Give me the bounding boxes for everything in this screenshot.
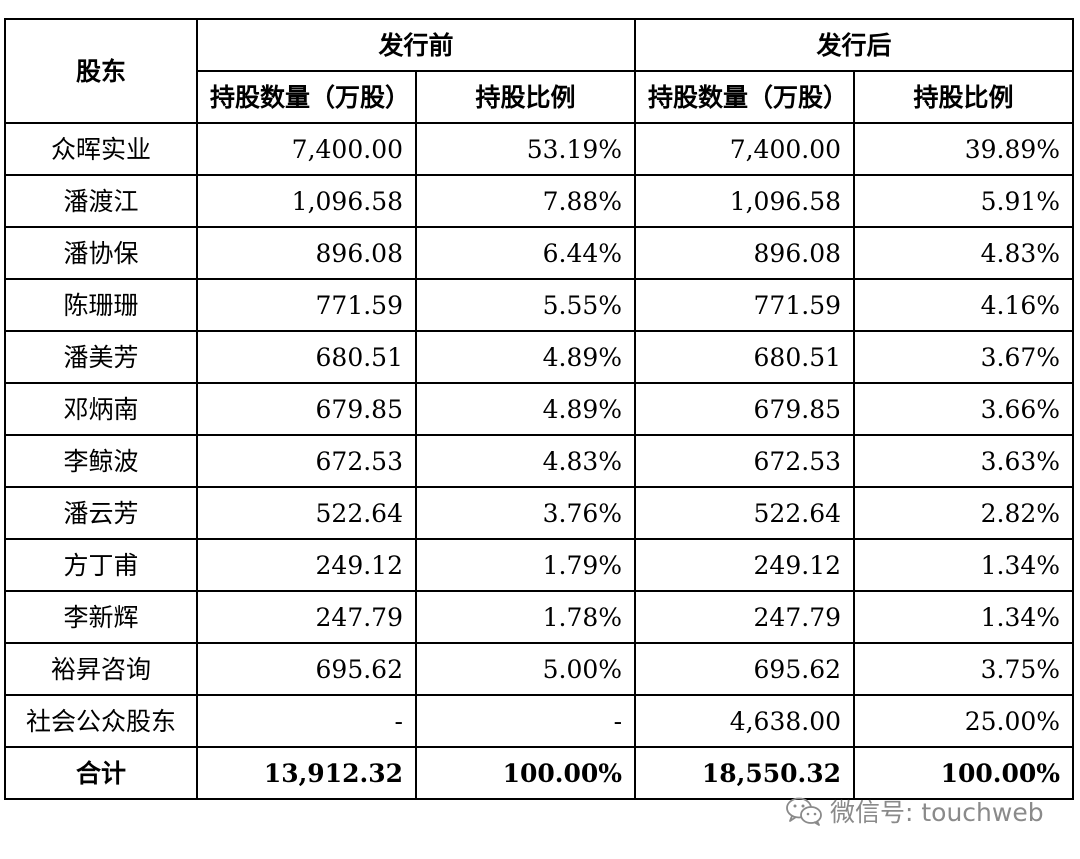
cell-shareholder: 李新辉: [4, 590, 198, 644]
cell-before-shares: 771.59: [196, 278, 417, 332]
cell-shareholder: 潘云芳: [4, 486, 198, 540]
header-row-columns: 持股数量（万股） 持股比例 持股数量（万股） 持股比例: [5, 70, 1075, 124]
cell-before-shares: 680.51: [196, 330, 417, 384]
table-row: 陈珊珊 771.59 5.55% 771.59 4.16%: [4, 278, 1075, 332]
cell-before-ratio: 1.79%: [414, 538, 637, 592]
cell-after-shares: 247.79: [634, 590, 856, 644]
cell-after-ratio: 39.89%: [853, 122, 1075, 176]
header-row-groups: 股东 发行前 发行后: [4, 18, 1075, 124]
cell-total-after-shares: 18,550.32: [634, 746, 856, 800]
cell-before-ratio: 4.83%: [414, 434, 637, 488]
cell-shareholder: 裕昇咨询: [4, 642, 198, 696]
cell-after-ratio: 3.66%: [853, 382, 1075, 436]
table-row: 裕昇咨询 695.62 5.00% 695.62 3.75%: [4, 642, 1075, 696]
table-row: 潘云芳 522.64 3.76% 522.64 2.82%: [4, 486, 1075, 540]
cell-total-before-shares: 13,912.32: [196, 746, 417, 800]
cell-shareholder: 方丁甫: [4, 538, 198, 592]
header-before-shares: 持股数量（万股）: [196, 70, 417, 124]
cell-before-shares: 695.62: [196, 642, 417, 696]
cell-before-shares: 7,400.00: [196, 122, 417, 176]
cell-before-ratio: 7.88%: [414, 174, 637, 228]
cell-after-shares: 7,400.00: [634, 122, 856, 176]
cell-after-ratio: 4.16%: [853, 278, 1075, 332]
table-row: 潘美芳 680.51 4.89% 680.51 3.67%: [4, 330, 1075, 384]
cell-before-ratio: 4.89%: [414, 330, 637, 384]
cell-after-shares: 896.08: [634, 226, 856, 280]
cell-shareholder: 邓炳南: [4, 382, 198, 436]
cell-before-shares: 247.79: [196, 590, 417, 644]
cell-shareholder: 潘渡江: [4, 174, 198, 228]
header-after-shares: 持股数量（万股）: [634, 70, 856, 124]
cell-before-shares: 249.12: [196, 538, 417, 592]
cell-total-label: 合计: [4, 746, 198, 800]
cell-before-ratio: 1.78%: [414, 590, 637, 644]
cell-after-shares: 695.62: [634, 642, 856, 696]
cell-after-shares: 249.12: [634, 538, 856, 592]
total-row: 合计 13,912.32 100.00% 18,550.32 100.00%: [4, 746, 1075, 800]
cell-after-ratio: 1.34%: [853, 538, 1075, 592]
header-before-issuance: 发行前: [195, 18, 637, 72]
cell-shareholder: 潘美芳: [4, 330, 198, 384]
cell-after-shares: 4,638.00: [634, 694, 856, 748]
cell-after-shares: 1,096.58: [634, 174, 856, 228]
table-row: 李新辉 247.79 1.78% 247.79 1.34%: [4, 590, 1075, 644]
header-after-issuance: 发行后: [634, 18, 1075, 72]
wechat-icon: [784, 796, 824, 826]
cell-before-shares: 679.85: [196, 382, 417, 436]
cell-before-ratio: 53.19%: [414, 122, 637, 176]
table-row: 李鲸波 672.53 4.83% 672.53 3.63%: [4, 434, 1075, 488]
cell-after-shares: 672.53: [634, 434, 856, 488]
cell-before-ratio: 6.44%: [414, 226, 637, 280]
cell-after-ratio: 1.34%: [853, 590, 1075, 644]
cell-before-shares: 672.53: [196, 434, 417, 488]
cell-shareholder: 潘协保: [4, 226, 198, 280]
table-row: 潘协保 896.08 6.44% 896.08 4.83%: [4, 226, 1075, 280]
cell-after-shares: 771.59: [634, 278, 856, 332]
cell-after-ratio: 4.83%: [853, 226, 1075, 280]
cell-before-ratio: 5.00%: [414, 642, 637, 696]
header-after-ratio: 持股比例: [853, 70, 1075, 124]
cell-shareholder: 李鲸波: [4, 434, 198, 488]
header-shareholder: 股东: [4, 18, 198, 124]
cell-shareholder: 众晖实业: [4, 122, 198, 176]
cell-after-shares: 522.64: [634, 486, 856, 540]
cell-before-ratio: 5.55%: [414, 278, 637, 332]
cell-before-ratio: -: [414, 694, 637, 748]
cell-after-shares: 679.85: [634, 382, 856, 436]
watermark-text: 微信号: touchweb: [830, 798, 1044, 827]
cell-after-ratio: 3.67%: [853, 330, 1075, 384]
cell-total-after-ratio: 100.00%: [853, 746, 1075, 800]
table-row: 方丁甫 249.12 1.79% 249.12 1.34%: [4, 538, 1075, 592]
cell-before-shares: 896.08: [196, 226, 417, 280]
cell-before-shares: -: [196, 694, 417, 748]
cell-after-ratio: 3.63%: [853, 434, 1075, 488]
cell-after-ratio: 5.91%: [853, 174, 1075, 228]
cell-before-shares: 522.64: [196, 486, 417, 540]
table-row: 众晖实业 7,400.00 53.19% 7,400.00 39.89%: [4, 122, 1075, 176]
cell-total-before-ratio: 100.00%: [414, 746, 637, 800]
shareholding-table: 股东 发行前 发行后 持股数量（万股） 持股比例 持股数量（万股） 持股比例 众…: [4, 18, 1075, 800]
table-row: 邓炳南 679.85 4.89% 679.85 3.66%: [4, 382, 1075, 436]
cell-after-shares: 680.51: [634, 330, 856, 384]
watermark: 微信号: touchweb: [784, 794, 1044, 828]
cell-after-ratio: 3.75%: [853, 642, 1075, 696]
table-row: 社会公众股东 - - 4,638.00 25.00%: [4, 694, 1075, 748]
cell-before-shares: 1,096.58: [196, 174, 417, 228]
cell-shareholder: 陈珊珊: [4, 278, 198, 332]
cell-before-ratio: 4.89%: [414, 382, 637, 436]
table-row: 潘渡江 1,096.58 7.88% 1,096.58 5.91%: [4, 174, 1075, 228]
cell-before-ratio: 3.76%: [414, 486, 637, 540]
header-before-ratio: 持股比例: [414, 70, 637, 124]
cell-after-ratio: 25.00%: [853, 694, 1075, 748]
cell-after-ratio: 2.82%: [853, 486, 1075, 540]
cell-shareholder: 社会公众股东: [4, 694, 198, 748]
